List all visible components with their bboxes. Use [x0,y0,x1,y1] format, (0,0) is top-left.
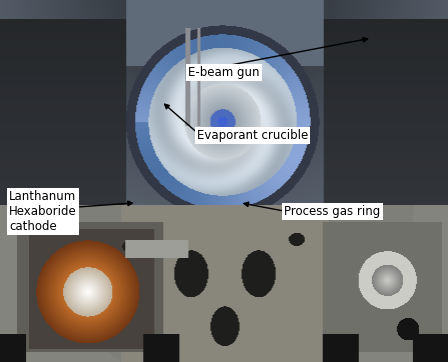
Text: Process gas ring: Process gas ring [284,205,381,218]
Text: Lanthanum
Hexaboride
cathode: Lanthanum Hexaboride cathode [9,190,77,233]
Text: Evaporant crucible: Evaporant crucible [197,129,308,142]
Text: E-beam gun: E-beam gun [188,66,260,79]
